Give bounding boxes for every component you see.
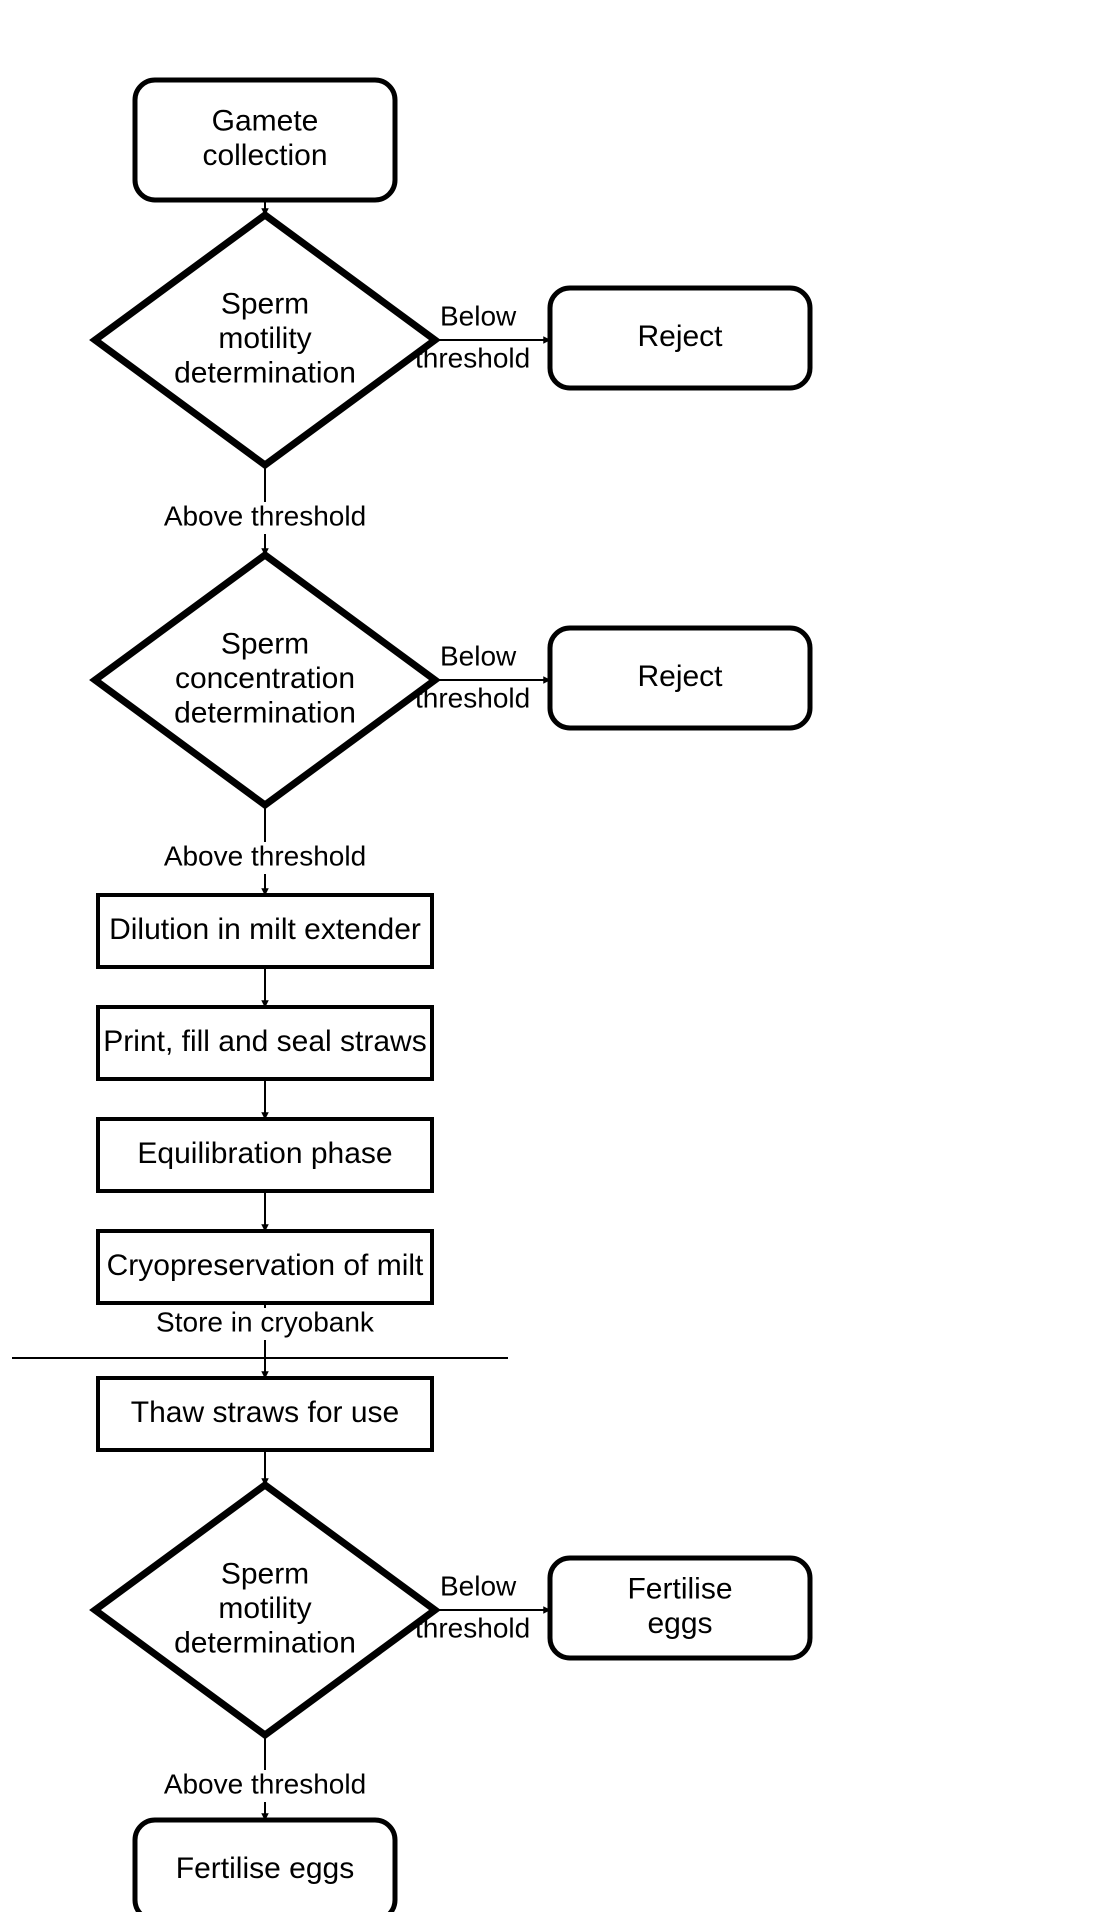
node-n4: Spermconcentrationdetermination <box>95 555 435 805</box>
node-n10: Thaw straws for use <box>98 1378 432 1450</box>
node-n13-line-0: Fertilise eggs <box>176 1852 354 1885</box>
node-n5: Reject <box>550 628 810 728</box>
edge-4: Above threshold <box>164 805 366 895</box>
node-n2: Spermmotilitydetermination <box>95 215 435 465</box>
node-n8: Equilibration phase <box>98 1119 432 1191</box>
node-n2-line-1: motility <box>218 322 311 355</box>
node-n4-line-1: concentration <box>175 662 355 695</box>
edge-3-label-0: Below <box>440 640 517 671</box>
node-n11-line-2: determination <box>174 1626 356 1659</box>
edge-10-label-0: Below <box>440 1570 517 1601</box>
node-n11-line-0: Sperm <box>221 1557 309 1590</box>
node-n7: Print, fill and seal straws <box>98 1007 432 1079</box>
edge-1-label-1: threshold <box>415 342 530 373</box>
node-n1: Gametecollection <box>135 80 395 200</box>
edge-2-label-0: Above threshold <box>164 500 366 531</box>
node-n13: Fertilise eggs <box>135 1820 395 1912</box>
node-n2-line-0: Sperm <box>221 287 309 320</box>
node-n4-line-2: determination <box>174 696 356 729</box>
node-n1-line-1: collection <box>202 139 327 172</box>
node-n11: Spermmotilitydetermination <box>95 1485 435 1735</box>
node-n9: Cryopreservation of milt <box>98 1231 432 1303</box>
node-n9-line-0: Cryopreservation of milt <box>107 1249 424 1282</box>
node-n4-line-0: Sperm <box>221 627 309 660</box>
edge-2: Above threshold <box>164 465 366 555</box>
edge-4-label-0: Above threshold <box>164 840 366 871</box>
node-n3: Reject <box>550 288 810 388</box>
node-n11-line-1: motility <box>218 1592 311 1625</box>
node-n6-line-0: Dilution in milt extender <box>109 913 421 946</box>
node-n12-line-1: eggs <box>647 1607 712 1640</box>
node-n2-line-2: determination <box>174 356 356 389</box>
node-n6: Dilution in milt extender <box>98 895 432 967</box>
edge-1-label-0: Below <box>440 300 517 331</box>
edge-10-label-1: threshold <box>415 1612 530 1643</box>
node-n12: Fertiliseeggs <box>550 1558 810 1658</box>
node-n1-line-0: Gamete <box>212 105 319 138</box>
edge-8-label-0: Store in cryobank <box>156 1306 375 1337</box>
node-n8-line-0: Equilibration phase <box>137 1137 392 1170</box>
edge-11-label-0: Above threshold <box>164 1768 366 1799</box>
edge-11: Above threshold <box>164 1735 366 1820</box>
edge-8: Store in cryobank <box>156 1303 375 1378</box>
node-n5-line-0: Reject <box>637 660 723 693</box>
node-n10-line-0: Thaw straws for use <box>131 1396 399 1429</box>
node-n3-line-0: Reject <box>637 320 723 353</box>
node-n12-line-0: Fertilise <box>627 1573 732 1606</box>
flowchart-canvas: Below threshold Above threshold Below thresh… <box>0 0 1110 1912</box>
node-n7-line-0: Print, fill and seal straws <box>103 1025 426 1058</box>
edge-3-label-1: threshold <box>415 682 530 713</box>
